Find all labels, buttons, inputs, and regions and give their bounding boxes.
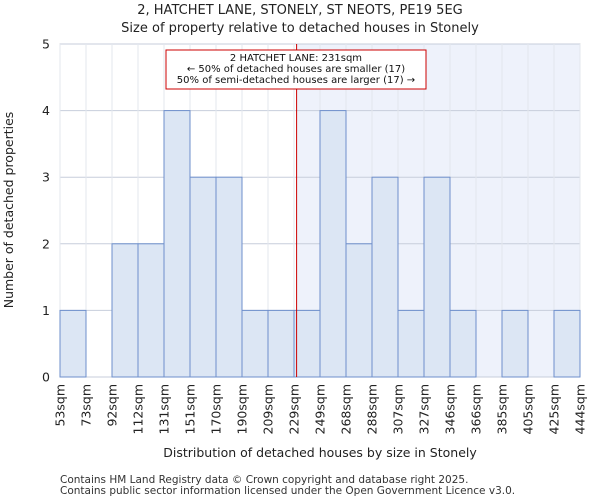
- x-tick-label: 385sqm: [495, 384, 510, 434]
- y-tick-label: 1: [42, 303, 50, 318]
- bar: [449, 309, 477, 378]
- x-tick-label: 151sqm: [183, 384, 198, 434]
- bar: [423, 176, 451, 378]
- x-tick-label: 327sqm: [417, 384, 432, 434]
- x-tick-label: 268sqm: [339, 384, 354, 434]
- bar: [371, 176, 399, 378]
- bar: [189, 176, 217, 378]
- y-axis-label: Number of detached properties: [1, 112, 16, 309]
- annotation-box: [165, 49, 427, 90]
- x-tick-label: 444sqm: [573, 384, 588, 434]
- x-axis-label: Distribution of detached houses by size …: [163, 445, 477, 460]
- bar: [293, 309, 321, 378]
- bar: [163, 110, 191, 378]
- bar: [241, 309, 269, 378]
- x-tick-label: 366sqm: [469, 384, 484, 434]
- bar: [397, 309, 425, 378]
- footer-line-1: Contains HM Land Registry data © Crown c…: [60, 474, 469, 486]
- x-tick-label: 288sqm: [365, 384, 380, 434]
- x-tick-label: 425sqm: [547, 384, 562, 434]
- bar: [215, 176, 243, 378]
- x-tick-label: 209sqm: [261, 384, 276, 434]
- x-tick-label: 112sqm: [131, 384, 146, 434]
- x-tick-label: 405sqm: [521, 384, 536, 434]
- x-tick-label: 53sqm: [53, 384, 68, 427]
- x-tick-label: 190sqm: [235, 384, 250, 434]
- x-tick-label: 229sqm: [287, 384, 302, 434]
- footer-line-2: Contains public sector information licen…: [60, 485, 516, 497]
- bar: [553, 309, 581, 378]
- bar: [111, 243, 139, 378]
- bar: [501, 309, 529, 378]
- x-tick-label: 131sqm: [157, 384, 172, 434]
- bar: [59, 309, 87, 378]
- bar: [267, 309, 295, 378]
- chart-title: 2, HATCHET LANE, STONELY, ST NEOTS, PE19…: [137, 3, 463, 18]
- x-tick-label: 92sqm: [105, 384, 120, 427]
- y-tick-label: 2: [42, 236, 50, 251]
- x-tick-label: 170sqm: [209, 384, 224, 434]
- x-tick-label: 346sqm: [443, 384, 458, 434]
- x-tick-label: 73sqm: [79, 384, 94, 427]
- bar: [137, 243, 165, 378]
- bar-chart: 0 1 2 3 4 5 53sqm 73sqm 92sqm 112sqm 131sqm 151sqm 1…: [1, 37, 588, 461]
- annotation-title: 2 HATCHET LANE: 231sqm: [230, 53, 362, 64]
- x-tick-label: 307sqm: [391, 384, 406, 434]
- annotation-larger: 50% of semi-detached houses are larger (…: [177, 75, 415, 86]
- y-tick-label: 3: [42, 170, 50, 185]
- y-tick-label: 5: [42, 37, 50, 52]
- y-tick-label: 0: [42, 370, 50, 385]
- x-tick-label: 249sqm: [313, 384, 328, 434]
- y-tick-label: 4: [42, 103, 50, 118]
- bar: [345, 243, 373, 378]
- annotation-smaller: ← 50% of detached houses are smaller (17…: [187, 64, 405, 75]
- chart-subtitle: Size of property relative to detached ho…: [121, 21, 479, 36]
- bar: [319, 110, 347, 378]
